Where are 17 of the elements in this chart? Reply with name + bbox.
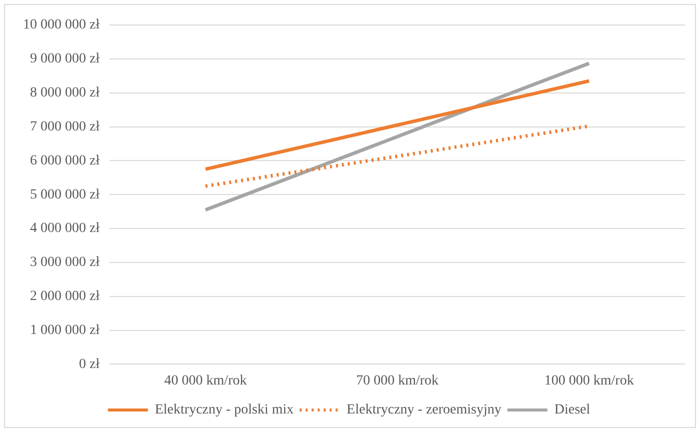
y-tick-label: 2 000 000 zł: [30, 289, 100, 304]
y-tick-label: 6 000 000 zł: [30, 153, 100, 168]
y-tick-label: 9 000 000 zł: [30, 52, 100, 67]
x-tick-label: 100 000 km/rok: [544, 373, 634, 388]
y-tick-label: 1 000 000 zł: [30, 322, 100, 338]
legend-label: Elektryczny - zeroemisyjny: [346, 402, 502, 418]
legend-label: Diesel: [554, 402, 590, 418]
y-tick-label: 4 000 000 zł: [30, 221, 100, 236]
y-tick-label: 10 000 000 zł: [22, 18, 100, 33]
y-tick-label: 8 000 000 zł: [30, 86, 100, 101]
y-tick-label: 5 000 000 zł: [30, 187, 100, 202]
x-tick-label: 40 000 km/rok: [164, 373, 247, 388]
y-tick-label: 7 000 000 zł: [30, 119, 100, 134]
legend-label: Elektryczny - polski mix: [154, 402, 294, 418]
x-tick-label: 70 000 km/rok: [356, 373, 439, 388]
y-tick-label: 0 zł: [78, 356, 100, 372]
y-tick-label: 3 000 000 zł: [30, 255, 100, 270]
